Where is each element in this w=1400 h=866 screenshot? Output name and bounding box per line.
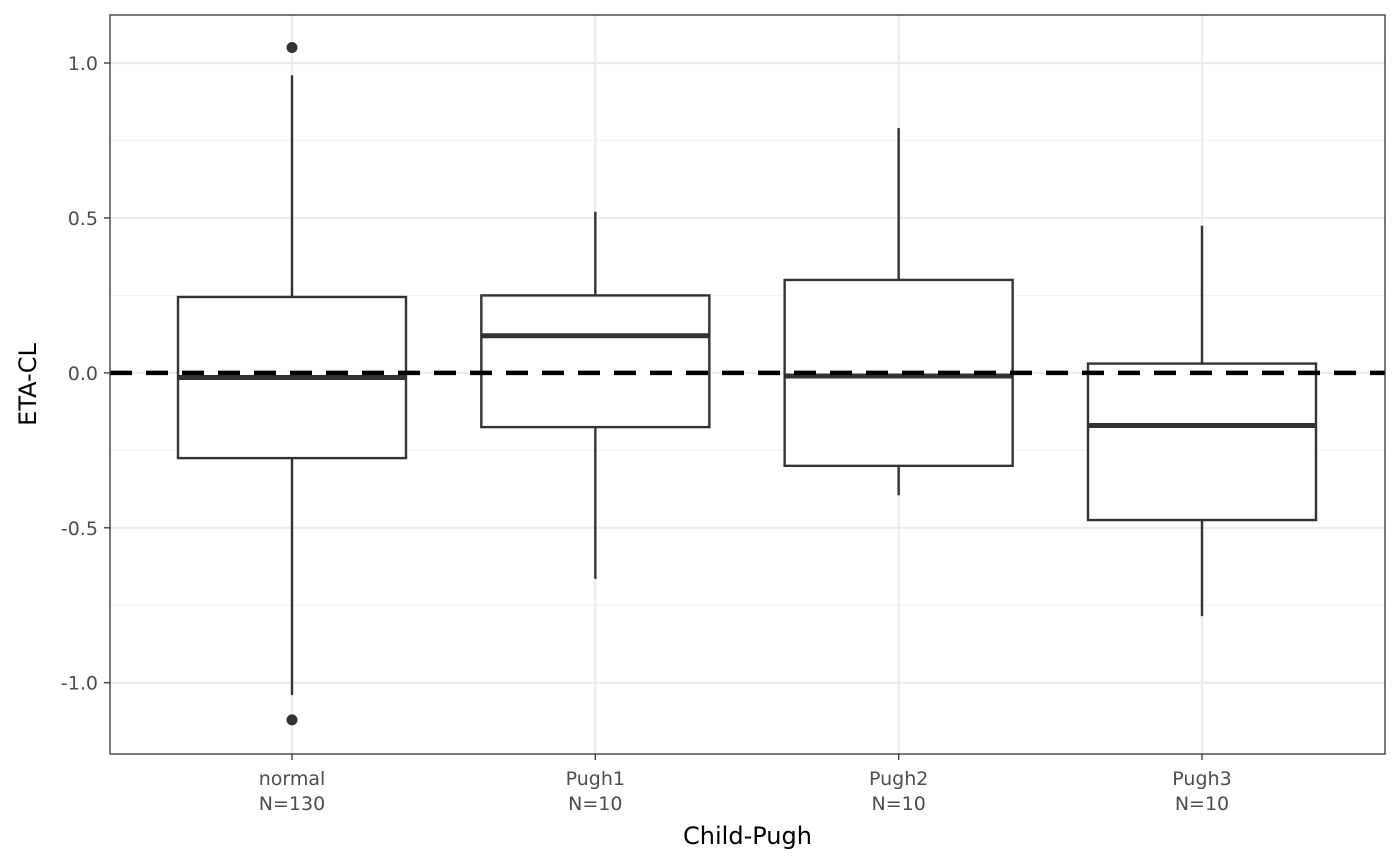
x-tick-label-count: N=10 (568, 793, 622, 815)
x-tick-label-count: N=10 (1175, 793, 1229, 815)
x-tick-label-category: Pugh1 (566, 768, 625, 790)
box-Pugh3 (1086, 225, 1318, 617)
panel-border (109, 14, 1386, 755)
y-tick-label: -0.5 (61, 518, 98, 540)
box-iqr (1086, 362, 1318, 522)
x-tick-label-count: N=10 (872, 793, 926, 815)
outlier-point (286, 714, 298, 726)
x-tick-label-category: normal (259, 768, 326, 790)
box-normal (176, 42, 408, 726)
y-tick-label: 0.5 (68, 208, 98, 230)
x-tick-label-category: Pugh3 (1172, 768, 1231, 790)
box-layer (110, 42, 1385, 726)
y-axis-title: ETA-CL (14, 343, 42, 426)
axis-layer: -1.0 -0.5 0.0 0.5 1.0 normal N=130 Pugh1 N=10 Pug… (61, 53, 1232, 815)
y-tick-label: -1.0 (61, 673, 98, 695)
box-iqr (480, 294, 711, 429)
x-tick-label-category: Pugh2 (869, 768, 928, 790)
y-tick-label: 1.0 (68, 53, 98, 75)
x-tick-label-count: N=130 (259, 793, 325, 815)
y-tick-label: 0.0 (68, 363, 98, 385)
outlier-point (286, 42, 298, 54)
x-axis-title: Child-Pugh (683, 822, 812, 850)
box-Pugh1 (480, 211, 711, 579)
